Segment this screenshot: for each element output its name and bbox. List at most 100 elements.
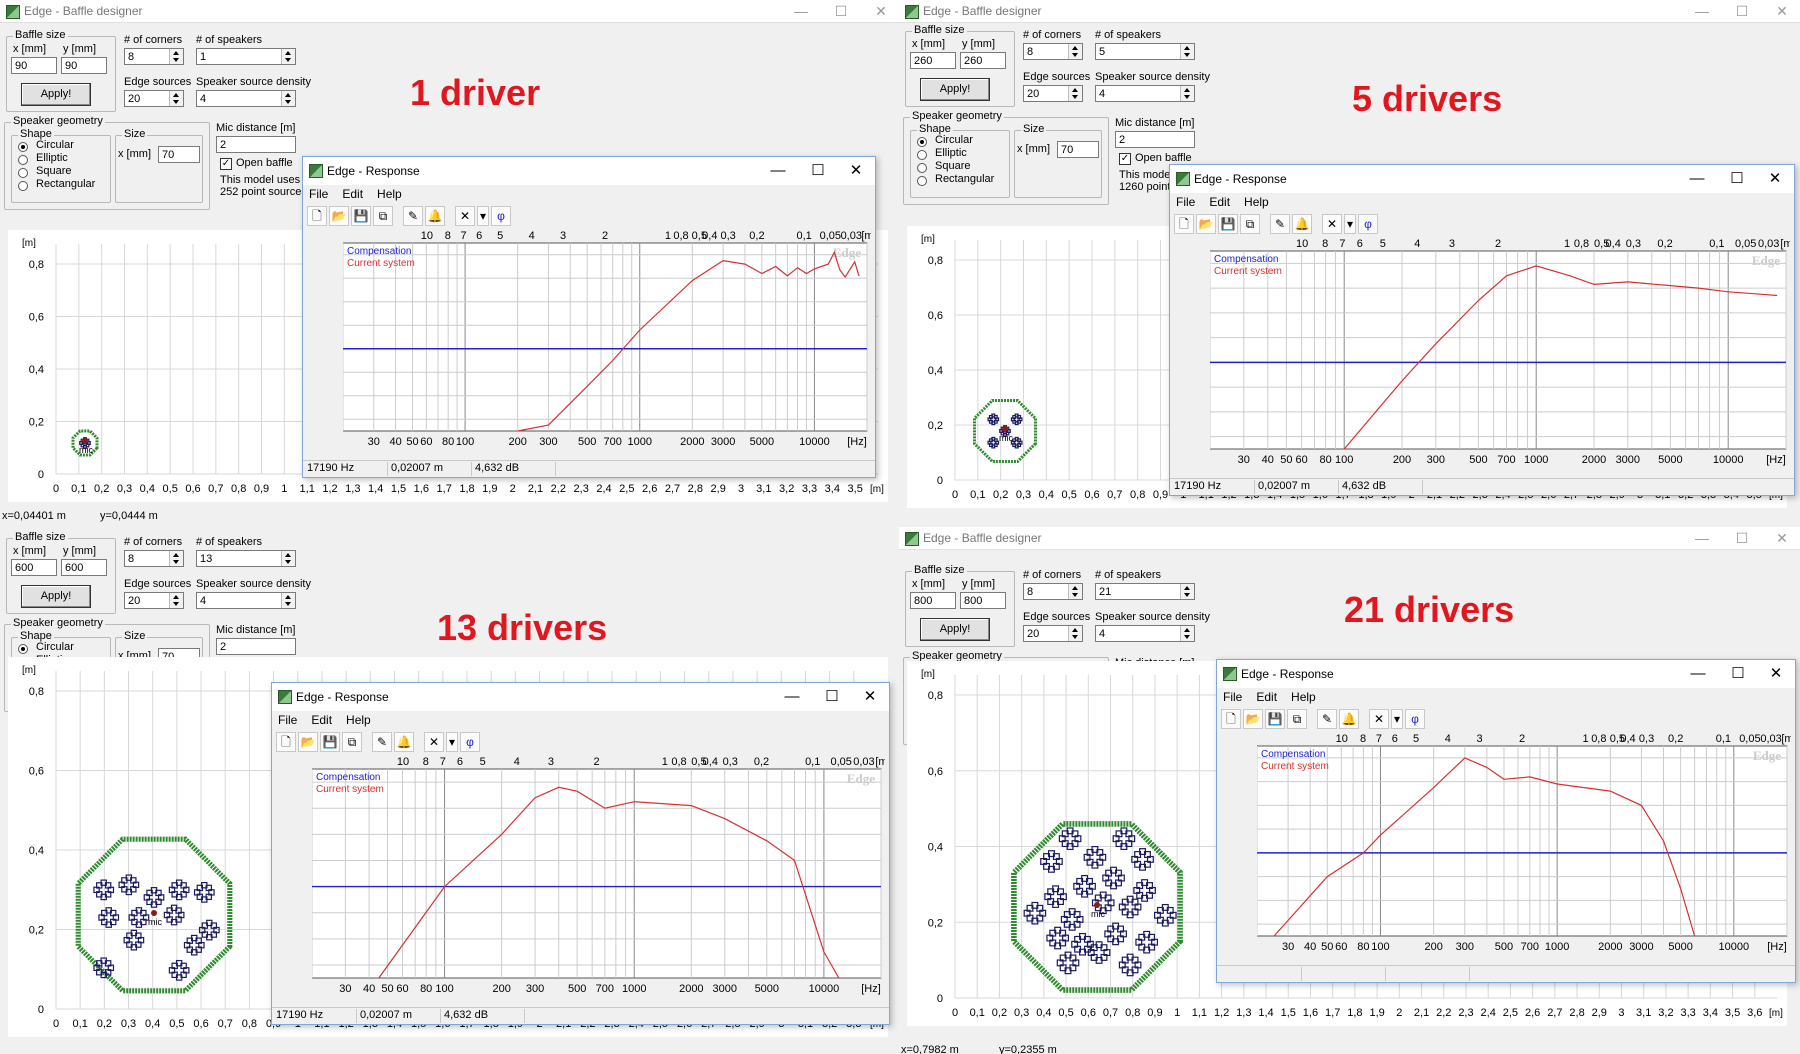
size-input[interactable]: 70: [158, 146, 200, 163]
size-input[interactable]: 70: [1057, 141, 1099, 158]
new-file-icon[interactable]: 🗋: [276, 732, 296, 752]
mic-distance-input[interactable]: 2: [1115, 131, 1195, 148]
response-titlebar[interactable]: Edge - Response — ☐ ✕: [1170, 165, 1794, 193]
delete-icon[interactable]: ✕: [1322, 214, 1342, 234]
baffle-y-input[interactable]: 600: [61, 559, 107, 576]
mic-distance-input[interactable]: 2: [216, 136, 296, 153]
menu-item-edit[interactable]: Edit: [1256, 690, 1278, 704]
spin-icon[interactable]: [281, 49, 295, 64]
spin-icon[interactable]: [1180, 626, 1194, 641]
close-icon[interactable]: ✕: [1769, 665, 1783, 682]
menu-item-edit[interactable]: Edit: [1209, 195, 1231, 209]
corners-input[interactable]: 8: [1023, 43, 1083, 60]
spin-icon[interactable]: [281, 593, 295, 608]
open-folder-icon[interactable]: 📂: [329, 206, 349, 226]
delete-icon[interactable]: ✕: [1369, 709, 1389, 729]
menu-item-help[interactable]: Help: [1244, 195, 1269, 209]
close-icon[interactable]: ✕: [1768, 170, 1782, 187]
minimize-icon[interactable]: —: [1690, 665, 1706, 682]
baffle-x-input[interactable]: 800: [910, 592, 956, 609]
dropdown-icon[interactable]: ▾: [1344, 214, 1356, 234]
corners-input[interactable]: 8: [1023, 583, 1083, 600]
close-icon[interactable]: ✕: [1776, 3, 1788, 19]
maximize-icon[interactable]: ☐: [1735, 530, 1749, 546]
minimize-icon[interactable]: —: [784, 688, 800, 705]
pen-icon[interactable]: ✎: [1270, 214, 1290, 234]
copy-icon[interactable]: ⧉: [1240, 214, 1260, 234]
maximize-icon[interactable]: ☐: [811, 162, 825, 179]
window-titlebar[interactable]: Edge - Baffle designer — ☐ ✕: [899, 0, 1800, 23]
corners-input[interactable]: 8: [124, 48, 184, 65]
apply-button[interactable]: Apply!: [21, 83, 91, 106]
density-input[interactable]: 4: [196, 90, 296, 107]
minimize-icon[interactable]: —: [794, 3, 808, 19]
speakers-input[interactable]: 5: [1095, 43, 1195, 60]
spin-icon[interactable]: [1180, 584, 1194, 599]
speakers-input[interactable]: 21: [1095, 583, 1195, 600]
new-file-icon[interactable]: 🗋: [1174, 214, 1194, 234]
edge-sources-input[interactable]: 20: [124, 90, 184, 107]
edge-sources-input[interactable]: 20: [1023, 625, 1083, 642]
pen-icon[interactable]: ✎: [372, 732, 392, 752]
delete-icon[interactable]: ✕: [424, 732, 444, 752]
shape-radio-elliptic[interactable]: [917, 150, 927, 160]
menu-item-file[interactable]: File: [1176, 195, 1196, 209]
minimize-icon[interactable]: —: [1695, 530, 1709, 546]
minimize-icon[interactable]: —: [770, 162, 786, 179]
close-icon[interactable]: ✕: [863, 688, 877, 705]
copy-icon[interactable]: ⧉: [1287, 709, 1307, 729]
bell-icon[interactable]: 🔔: [1292, 214, 1312, 234]
baffle-y-input[interactable]: 90: [61, 57, 107, 74]
menu-item-edit[interactable]: Edit: [342, 187, 364, 201]
spin-icon[interactable]: [1068, 626, 1082, 641]
speakers-input[interactable]: 13: [196, 550, 296, 567]
maximize-icon[interactable]: ☐: [834, 3, 848, 19]
speakers-input[interactable]: 1: [196, 48, 296, 65]
menu-item-edit[interactable]: Edit: [311, 713, 333, 727]
edge-sources-input[interactable]: 20: [124, 592, 184, 609]
shape-radio-rectangular[interactable]: [18, 181, 28, 191]
spin-icon[interactable]: [281, 91, 295, 106]
pen-icon[interactable]: ✎: [1317, 709, 1337, 729]
menu-item-file[interactable]: File: [278, 713, 298, 727]
baffle-x-input[interactable]: 600: [11, 559, 57, 576]
shape-radio-circular[interactable]: [18, 142, 28, 152]
density-input[interactable]: 4: [1095, 625, 1195, 642]
shape-radio-square[interactable]: [18, 168, 28, 178]
copy-icon[interactable]: ⧉: [373, 206, 393, 226]
open-folder-icon[interactable]: 📂: [1243, 709, 1263, 729]
bell-icon[interactable]: 🔔: [394, 732, 414, 752]
spin-icon[interactable]: [1068, 584, 1082, 599]
menu-item-help[interactable]: Help: [1291, 690, 1316, 704]
open-folder-icon[interactable]: 📂: [298, 732, 318, 752]
spin-icon[interactable]: [281, 551, 295, 566]
maximize-icon[interactable]: ☐: [825, 688, 839, 705]
window-titlebar[interactable]: Edge - Baffle designer — ☐ ✕: [0, 0, 899, 23]
bell-icon[interactable]: 🔔: [425, 206, 445, 226]
phi-icon[interactable]: φ: [460, 732, 480, 752]
open-baffle-checkbox[interactable]: ✓: [220, 158, 232, 170]
density-input[interactable]: 4: [1095, 85, 1195, 102]
menu-item-help[interactable]: Help: [346, 713, 371, 727]
baffle-y-input[interactable]: 800: [960, 592, 1006, 609]
shape-radio-rectangular[interactable]: [917, 176, 927, 186]
open-baffle-checkbox[interactable]: ✓: [1119, 153, 1131, 165]
close-icon[interactable]: ✕: [875, 3, 887, 19]
mic-distance-input[interactable]: 2: [216, 638, 296, 655]
apply-button[interactable]: Apply!: [920, 618, 990, 641]
menu-item-file[interactable]: File: [1223, 690, 1243, 704]
save-icon[interactable]: 💾: [351, 206, 371, 226]
response-titlebar[interactable]: Edge - Response — ☐ ✕: [1217, 660, 1795, 688]
edge-sources-input[interactable]: 20: [1023, 85, 1083, 102]
save-icon[interactable]: 💾: [1265, 709, 1285, 729]
dropdown-icon[interactable]: ▾: [446, 732, 458, 752]
copy-icon[interactable]: ⧉: [342, 732, 362, 752]
spin-icon[interactable]: [169, 593, 183, 608]
save-icon[interactable]: 💾: [1218, 214, 1238, 234]
spin-icon[interactable]: [169, 551, 183, 566]
shape-radio-circular[interactable]: [18, 644, 28, 654]
spin-icon[interactable]: [1180, 86, 1194, 101]
shape-radio-elliptic[interactable]: [18, 155, 28, 165]
save-icon[interactable]: 💾: [320, 732, 340, 752]
minimize-icon[interactable]: —: [1695, 3, 1709, 19]
